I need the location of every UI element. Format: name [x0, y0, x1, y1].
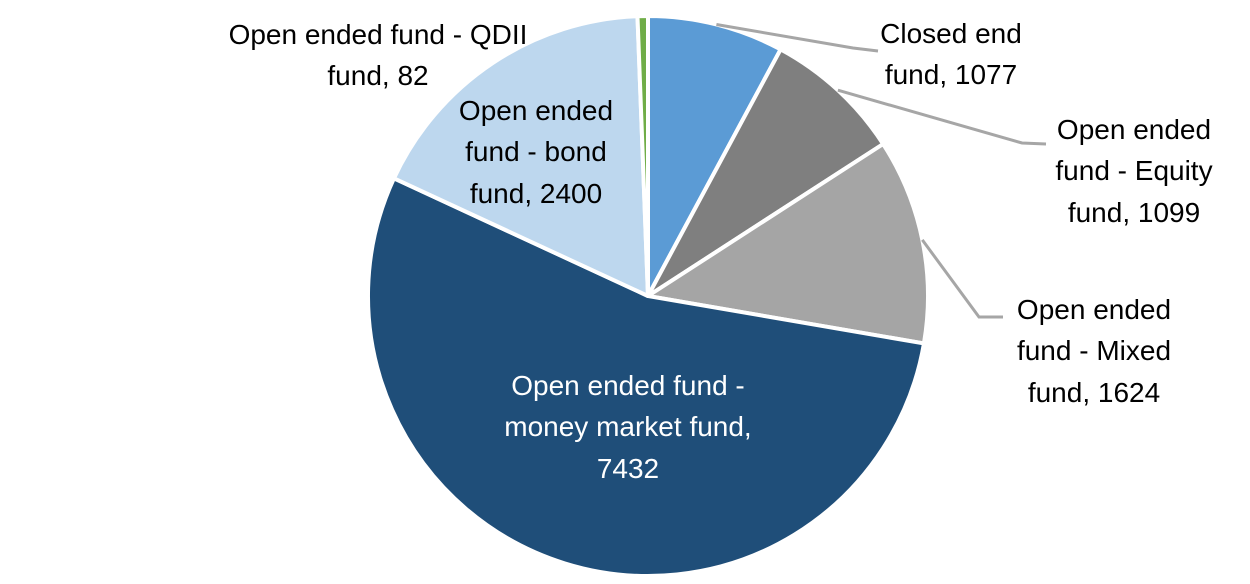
- leader-line-open-ended-fund-equity-fund: [837, 88, 1047, 146]
- leader-line-open-ended-fund-mixed-fund: [921, 239, 1003, 319]
- pie-slice-open-ended-fund-money-market-fund[interactable]: [366, 176, 926, 578]
- pie-slice-open-ended-fund-bond-fund[interactable]: [391, 14, 650, 298]
- pie-slice-closed-end-fund[interactable]: [646, 14, 783, 298]
- leader-line-closed-end-fund: [716, 23, 879, 53]
- pie-slice-open-ended-fund-mixed-fund[interactable]: [646, 142, 930, 346]
- pie-slice-open-ended-fund-qdii-fund[interactable]: [635, 14, 650, 298]
- pie-slice-open-ended-fund-equity-fund[interactable]: [646, 47, 886, 298]
